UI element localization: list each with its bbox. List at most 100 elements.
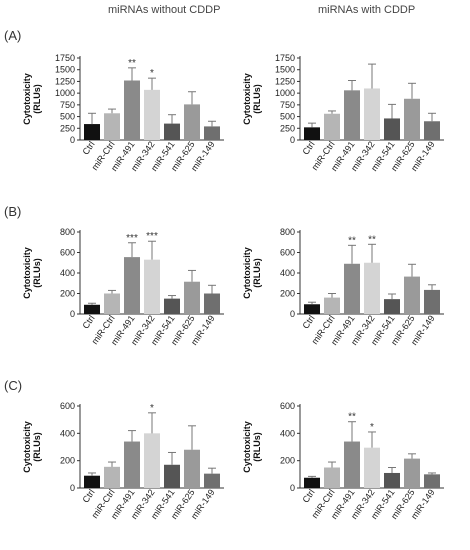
bar-mir-541 [164, 123, 180, 140]
bar-mir-342 [364, 262, 380, 314]
y-axis-title: Cytotoxicity(RLUs) [242, 247, 262, 299]
y-tick-label: 0 [70, 483, 75, 493]
bar-ctrl [84, 304, 100, 314]
y-tick-label: 600 [60, 401, 75, 411]
bar-ctrl [304, 304, 320, 314]
y-tick-label: 400 [280, 428, 295, 438]
bar-mir-149 [424, 121, 440, 140]
bar-mir-149 [424, 474, 440, 488]
y-tick-label: 1500 [275, 65, 295, 75]
y-tick-label: 200 [280, 456, 295, 466]
bar-mir-625 [184, 449, 200, 488]
x-tick-label: Ctrl [300, 139, 316, 156]
bar-ctrl [84, 475, 100, 488]
bar-mir-541 [384, 118, 400, 140]
y-axis-title: Cytotoxicity(RLUs) [22, 421, 42, 473]
bar-mir-541 [384, 472, 400, 488]
y-tick-label: 400 [60, 428, 75, 438]
significance-label: ** [128, 58, 136, 69]
bar-mir-149 [204, 473, 220, 488]
bar-mir-625 [404, 98, 420, 140]
bar-mir-ctrl [104, 466, 120, 488]
bar-mir-625 [184, 281, 200, 314]
y-tick-label: 750 [60, 100, 75, 110]
bar-mir-342 [144, 259, 160, 314]
y-tick-label: 600 [60, 248, 75, 258]
bar-mir-ctrl [104, 293, 120, 314]
y-tick-label: 0 [290, 483, 295, 493]
y-axis-title: Cytotoxicity(RLUs) [22, 247, 42, 299]
bar-mir-625 [184, 104, 200, 140]
bar-mir-541 [164, 298, 180, 314]
significance-label: ** [368, 234, 376, 245]
significance-label: ** [348, 412, 356, 423]
bar-mir-ctrl [324, 113, 340, 140]
panel-label-b: (B) [4, 204, 22, 219]
bar-mir-ctrl [104, 113, 120, 140]
y-tick-label: 250 [60, 123, 75, 133]
bar-mir-625 [404, 276, 420, 314]
y-tick-label: 400 [280, 268, 295, 278]
y-tick-label: 600 [280, 401, 295, 411]
bar-mir-149 [204, 293, 220, 314]
y-axis-title: Cytotoxicity(RLUs) [22, 73, 42, 125]
bar-mir-149 [204, 126, 220, 140]
y-tick-label: 750 [280, 100, 295, 110]
y-tick-label: 1500 [55, 65, 75, 75]
y-tick-label: 800 [60, 227, 75, 237]
y-tick-label: 1000 [275, 88, 295, 98]
bar-ctrl [304, 477, 320, 488]
y-axis-title: Cytotoxicity(RLUs) [242, 421, 262, 473]
bar-mir-491 [344, 90, 360, 140]
bar-mir-541 [164, 464, 180, 488]
y-tick-label: 1000 [55, 88, 75, 98]
y-tick-label: 800 [280, 227, 295, 237]
significance-label: *** [126, 233, 138, 244]
x-tick-label: Ctrl [80, 313, 96, 330]
x-tick-label: Ctrl [80, 487, 96, 504]
y-tick-label: 1750 [275, 53, 295, 63]
column-title-without-cddp: miRNAs without CDDP [108, 4, 221, 16]
y-tick-label: 200 [60, 456, 75, 466]
y-tick-label: 200 [60, 289, 75, 299]
column-title-with-cddp: miRNAs with CDDP [318, 4, 416, 16]
x-tick-label: Ctrl [300, 487, 316, 504]
bar-mir-625 [404, 458, 420, 488]
chart-b-without-cddp: 0200400600800Cytotoxicity(RLUs)CtrlmiR-C… [22, 227, 224, 347]
y-tick-label: 0 [70, 309, 75, 319]
y-tick-label: 500 [60, 112, 75, 122]
bar-mir-149 [424, 289, 440, 314]
bar-mir-491 [124, 257, 140, 314]
bar-mir-491 [344, 441, 360, 488]
y-axis-title: Cytotoxicity(RLUs) [242, 73, 262, 125]
bar-mir-342 [364, 447, 380, 488]
y-tick-label: 500 [280, 112, 295, 122]
y-tick-label: 0 [290, 309, 295, 319]
significance-label: ** [348, 235, 356, 246]
chart-c-with-cddp: 0200400600Cytotoxicity(RLUs)CtrlmiR-Ctrl… [242, 401, 444, 521]
significance-label: * [370, 422, 374, 433]
chart-b-with-cddp: 0200400600800Cytotoxicity(RLUs)CtrlmiR-C… [242, 227, 444, 347]
bar-mir-ctrl [324, 467, 340, 488]
y-tick-label: 600 [280, 248, 295, 258]
x-tick-label: Ctrl [80, 139, 96, 156]
y-tick-label: 250 [280, 123, 295, 133]
y-tick-label: 400 [60, 268, 75, 278]
bar-ctrl [84, 124, 100, 140]
bar-mir-ctrl [324, 297, 340, 314]
panel-label-c: (C) [4, 378, 23, 393]
bar-mir-342 [144, 433, 160, 488]
bar-ctrl [304, 127, 320, 140]
bar-mir-491 [124, 441, 140, 488]
y-tick-label: 1250 [275, 76, 295, 86]
y-tick-label: 1250 [55, 76, 75, 86]
y-tick-label: 200 [280, 289, 295, 299]
significance-label: *** [146, 231, 158, 242]
y-tick-label: 0 [290, 135, 295, 145]
bar-mir-342 [364, 88, 380, 140]
bar-mir-491 [124, 80, 140, 140]
chart-c-without-cddp: 0200400600Cytotoxicity(RLUs)CtrlmiR-Ctrl… [22, 401, 224, 521]
bar-mir-491 [344, 263, 360, 314]
